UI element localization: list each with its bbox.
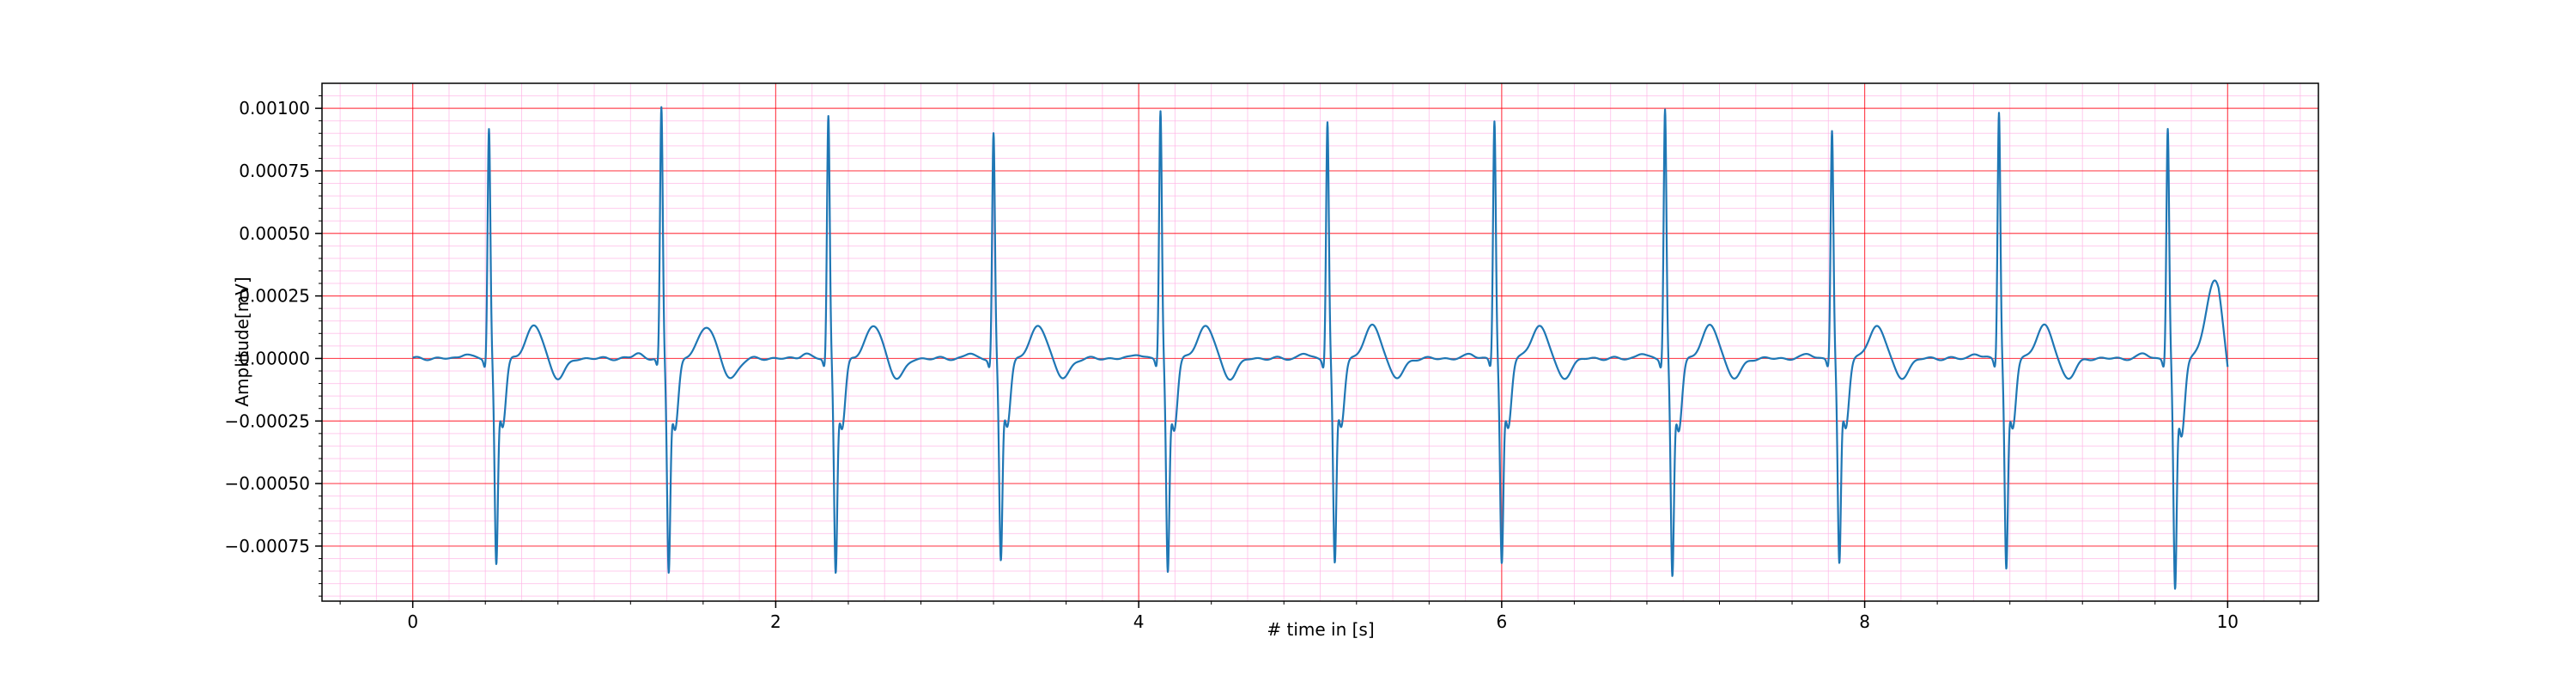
y-axis-label: Amplitude[mV]: [232, 277, 252, 406]
y-tick-label: 0.00025: [239, 286, 310, 307]
y-tick-label: 0.00075: [239, 161, 310, 181]
x-tick-label: 2: [770, 611, 781, 632]
plot-frame: [321, 82, 2319, 602]
x-tick-label: 8: [1859, 611, 1870, 632]
y-tick-label: 0.00000: [239, 348, 310, 368]
series-layer: [411, 106, 2229, 590]
ecg-series-line: [411, 106, 2229, 590]
y-axis: 0.00100 0.00075 0.00050 0.00025 0.00000 −0.00…: [225, 95, 322, 597]
major-grid: [322, 83, 2318, 601]
x-tick-label: 10: [2217, 611, 2239, 632]
x-tick-label: 6: [1496, 611, 1507, 632]
y-tick-label: −0.00050: [225, 473, 310, 494]
y-tick-label: 0.00050: [239, 223, 310, 244]
y-tick-label: −0.00075: [225, 536, 310, 556]
x-axis: 0 2 4 6 8 10: [339, 601, 2301, 632]
y-tick-label: −0.00025: [225, 410, 310, 431]
y-tick-label: 0.00100: [239, 98, 310, 119]
x-tick-label: 4: [1133, 611, 1145, 632]
x-axis-label: # time in [s]: [1267, 619, 1374, 640]
x-tick-label: 0: [407, 611, 418, 632]
